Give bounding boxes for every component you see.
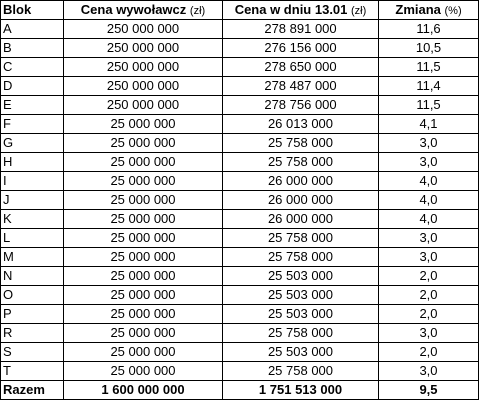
table-cell: 25 503 000 xyxy=(223,343,378,361)
table-cell: 11,5 xyxy=(379,58,478,76)
table-cell: 26 000 000 xyxy=(223,172,378,190)
header-cell: Blok xyxy=(1,1,63,19)
table-cell: 25 758 000 xyxy=(223,362,378,380)
header-cell: Cena w dniu 13.01 (zł) xyxy=(223,1,378,19)
table-cell: 25 758 000 xyxy=(223,229,378,247)
table-cell: 25 000 000 xyxy=(64,115,222,133)
table-cell: 2,0 xyxy=(379,305,478,323)
table-cell: 25 000 000 xyxy=(64,172,222,190)
row-label: L xyxy=(1,229,63,247)
table-cell: 25 000 000 xyxy=(64,362,222,380)
table-cell: 25 000 000 xyxy=(64,229,222,247)
row-label: B xyxy=(1,39,63,57)
table-cell: 25 000 000 xyxy=(64,153,222,171)
row-label: F xyxy=(1,115,63,133)
table-cell: 250 000 000 xyxy=(64,39,222,57)
table-cell: 25 000 000 xyxy=(64,267,222,285)
table-cell: 25 000 000 xyxy=(64,324,222,342)
total-label: Razem xyxy=(1,381,63,399)
table-cell: 25 758 000 xyxy=(223,153,378,171)
row-label: E xyxy=(1,96,63,114)
table-cell: 250 000 000 xyxy=(64,96,222,114)
table-cell: 25 000 000 xyxy=(64,343,222,361)
header-cell: Zmiana (%) xyxy=(379,1,478,19)
row-label: K xyxy=(1,210,63,228)
header-text: Cena wywoławcz xyxy=(80,2,187,17)
row-label: R xyxy=(1,324,63,342)
table-cell: 250 000 000 xyxy=(64,77,222,95)
table-cell: 4,0 xyxy=(379,210,478,228)
table-cell: 276 156 000 xyxy=(223,39,378,57)
table-cell: 25 758 000 xyxy=(223,134,378,152)
row-label: T xyxy=(1,362,63,380)
table-cell: 25 503 000 xyxy=(223,305,378,323)
header-unit: (zł) xyxy=(189,5,206,17)
row-label: N xyxy=(1,267,63,285)
total-cell: 1 751 513 000 xyxy=(223,381,378,399)
table-cell: 25 000 000 xyxy=(64,210,222,228)
total-cell: 1 600 000 000 xyxy=(64,381,222,399)
row-label: D xyxy=(1,77,63,95)
header-text: Blok xyxy=(3,2,32,17)
row-label: O xyxy=(1,286,63,304)
table-cell: 11,4 xyxy=(379,77,478,95)
table-cell: 25 758 000 xyxy=(223,248,378,266)
table-cell: 25 758 000 xyxy=(223,324,378,342)
table-cell: 26 000 000 xyxy=(223,210,378,228)
table-cell: 278 891 000 xyxy=(223,20,378,38)
table-cell: 3,0 xyxy=(379,248,478,266)
table-cell: 10,5 xyxy=(379,39,478,57)
table-cell: 25 000 000 xyxy=(64,191,222,209)
row-label: M xyxy=(1,248,63,266)
table-cell: 278 650 000 xyxy=(223,58,378,76)
table-cell: 4,0 xyxy=(379,191,478,209)
row-label: S xyxy=(1,343,63,361)
table-cell: 3,0 xyxy=(379,362,478,380)
table-cell: 25 000 000 xyxy=(64,134,222,152)
table-cell: 250 000 000 xyxy=(64,20,222,38)
header-text: Zmiana xyxy=(395,2,441,17)
table-cell: 2,0 xyxy=(379,267,478,285)
row-label: G xyxy=(1,134,63,152)
table-cell: 11,5 xyxy=(379,96,478,114)
row-label: C xyxy=(1,58,63,76)
table-cell: 3,0 xyxy=(379,134,478,152)
header-cell: Cena wywoławcz (zł) xyxy=(64,1,222,19)
table-cell: 25 000 000 xyxy=(64,248,222,266)
table-cell: 25 000 000 xyxy=(64,286,222,304)
table-cell: 11,6 xyxy=(379,20,478,38)
header-unit: (%) xyxy=(444,5,462,17)
table-cell: 26 013 000 xyxy=(223,115,378,133)
table-cell: 3,0 xyxy=(379,229,478,247)
table-cell: 278 756 000 xyxy=(223,96,378,114)
table-cell: 4,1 xyxy=(379,115,478,133)
header-text: Cena w dniu 13.01 xyxy=(234,2,348,17)
header-unit: (zł) xyxy=(351,5,367,17)
table-cell: 2,0 xyxy=(379,286,478,304)
table-cell: 26 000 000 xyxy=(223,191,378,209)
row-label: I xyxy=(1,172,63,190)
total-cell: 9,5 xyxy=(379,381,478,399)
table-cell: 25 000 000 xyxy=(64,305,222,323)
table-cell: 3,0 xyxy=(379,153,478,171)
row-label: P xyxy=(1,305,63,323)
table-cell: 278 487 000 xyxy=(223,77,378,95)
table-cell: 25 503 000 xyxy=(223,267,378,285)
row-label: J xyxy=(1,191,63,209)
table-cell: 3,0 xyxy=(379,324,478,342)
table-cell: 4,0 xyxy=(379,172,478,190)
table-cell: 25 503 000 xyxy=(223,286,378,304)
table-cell: 2,0 xyxy=(379,343,478,361)
row-label: A xyxy=(1,20,63,38)
table-cell: 250 000 000 xyxy=(64,58,222,76)
row-label: H xyxy=(1,153,63,171)
